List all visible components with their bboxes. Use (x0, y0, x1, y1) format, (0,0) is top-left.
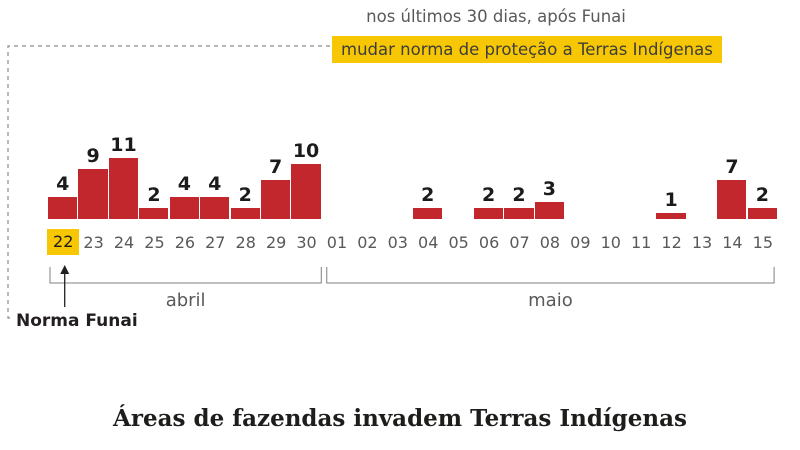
day-label: 13 (691, 233, 713, 252)
day-label: 28 (235, 233, 256, 252)
bar-day-07 (504, 207, 534, 219)
day-label: 09 (570, 233, 591, 252)
bar-day-23 (78, 169, 108, 219)
day-label-highlighted: 22 (47, 229, 80, 255)
day-label: 26 (174, 233, 196, 252)
bar-value-label: 2 (421, 183, 435, 206)
day-label: 12 (661, 233, 682, 252)
bar-day-26 (169, 196, 199, 219)
bar-value-label: 2 (481, 183, 496, 206)
bar-value-label: 4 (177, 172, 191, 195)
day-label: 24 (113, 233, 135, 252)
bar-day-06 (473, 207, 504, 219)
month-label-maio: maio (528, 290, 573, 311)
bar-day-08 (534, 202, 564, 219)
bar-value-label: 3 (542, 178, 557, 201)
bar-value-label: 4 (56, 172, 70, 195)
norma-funai-label: Norma Funai (16, 311, 138, 331)
bar-day-22 (48, 196, 78, 219)
day-label: 14 (722, 233, 743, 252)
day-label: 01 (326, 233, 348, 252)
day-label: 27 (205, 233, 226, 252)
day-label: 30 (296, 233, 317, 252)
day-label: 05 (448, 233, 469, 252)
bar-value-label: 9 (86, 145, 100, 168)
bar-day-14 (717, 180, 747, 219)
annotation-line-2-highlighted: mudar norma de proteção a Terras Indígen… (332, 36, 722, 63)
bar-value-label: 1 (664, 189, 678, 212)
bar-value-label: 2 (755, 183, 769, 206)
maio-bracket (326, 267, 775, 284)
day-label: 25 (144, 233, 165, 252)
norma-funai-arrowhead (60, 265, 70, 274)
month-label-abril: abril (165, 290, 206, 311)
day-label: 08 (539, 233, 561, 252)
bar-value-label: 7 (269, 156, 283, 179)
annotation-line-1: nos últimos 30 dias, após Funai (366, 7, 626, 26)
bar-value-label: 4 (208, 172, 222, 195)
bar-value-label: 11 (110, 133, 137, 156)
bar-day-24 (108, 157, 139, 219)
bar-value-label: 2 (147, 183, 161, 206)
april-bracket (49, 267, 322, 284)
bar-day-28 (230, 207, 260, 219)
bar-day-15 (747, 207, 777, 219)
bar-day-25 (139, 207, 169, 219)
day-label: 04 (418, 233, 439, 252)
bar-value-label: 2 (512, 183, 526, 206)
bar-day-29 (260, 180, 291, 219)
bar-value-label: 7 (725, 156, 739, 179)
day-label: 29 (265, 233, 287, 252)
bar-day-27 (200, 196, 230, 219)
day-label: 03 (387, 233, 408, 252)
bar-day-04 (413, 207, 443, 219)
day-label: 15 (752, 233, 774, 252)
bar-value-label: 10 (292, 139, 320, 162)
bar-value-label: 2 (238, 183, 252, 206)
bar-day-30 (291, 163, 321, 219)
day-label: 23 (83, 233, 104, 252)
day-label: 07 (509, 233, 530, 252)
chart-title: Áreas de fazendas invadem Terras Indígen… (113, 405, 687, 432)
day-label: 10 (600, 233, 621, 252)
dashed-connector-line (7, 45, 330, 319)
bar-day-12 (656, 213, 686, 219)
day-label: 06 (478, 233, 500, 252)
day-label: 11 (630, 233, 652, 252)
day-label: 02 (357, 233, 378, 252)
